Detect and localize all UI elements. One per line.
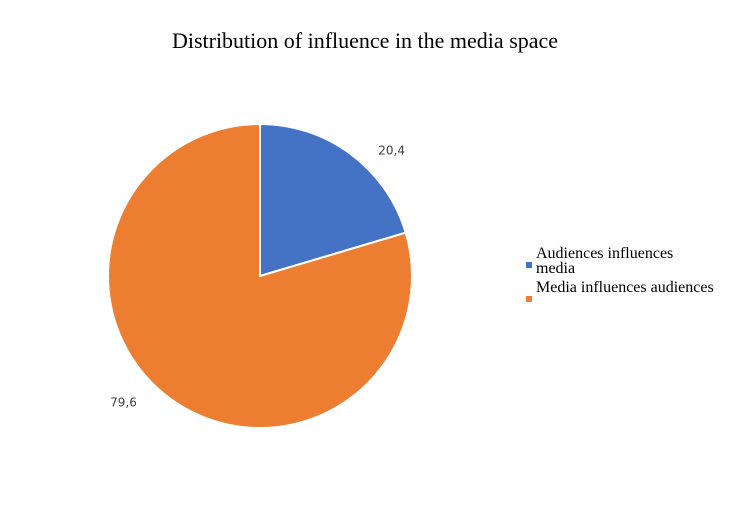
- pie-slice-media-influences-audiences: [107, 122, 413, 429]
- legend-label-audiences-influences-media: Audiences influences media: [536, 245, 674, 277]
- legend: Audiences influences media Media influen…: [526, 245, 716, 302]
- legend-swatch-media-influences-audiences: [526, 296, 532, 302]
- pie-slice-audiences-influences-media: [259, 122, 407, 278]
- legend-item-audiences-influences-media: Audiences influences media: [526, 245, 716, 277]
- legend-swatch-audiences-influences-media: [526, 262, 532, 268]
- data-label-audiences-influences-media: 20,4: [378, 144, 405, 158]
- chart-title: Distribution of influence in the media s…: [171, 28, 559, 53]
- legend-item-media-influences-audiences: Media influences audiences: [526, 279, 716, 302]
- data-label-media-influences-audiences: 79,6: [110, 396, 137, 410]
- legend-label-media-influences-audiences: Media influences audiences: [536, 279, 714, 296]
